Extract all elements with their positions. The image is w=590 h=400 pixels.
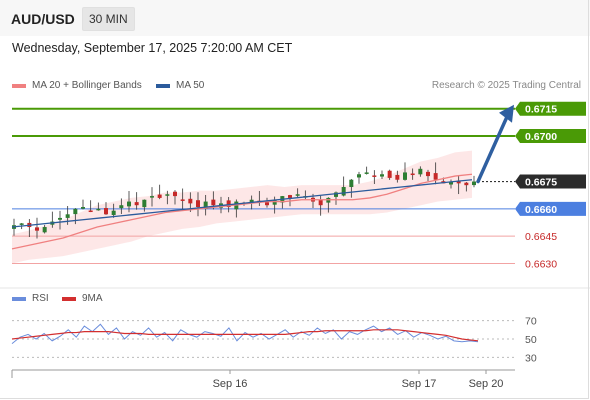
candle-body: [65, 214, 70, 218]
rsi-tick-label: 30: [525, 352, 537, 364]
candle-body: [456, 180, 461, 184]
ma50-line: [11, 179, 473, 228]
candle-body: [19, 223, 24, 225]
candle-body: [403, 172, 407, 180]
price-tag-0.6660: [515, 201, 586, 216]
candle-body: [119, 205, 124, 209]
candle-body: [111, 210, 116, 216]
candle-body: [188, 198, 193, 204]
candle-body: [203, 201, 208, 209]
forecast-arrow-head: [499, 104, 514, 123]
candle-body: [249, 199, 254, 203]
candle-body: [196, 200, 200, 208]
legend-rsi-ma-label: 9MA: [82, 293, 103, 304]
candle-body: [357, 174, 361, 178]
price-label-0.6700: 0.6700: [525, 131, 557, 143]
price-tag-0.6715: [515, 101, 586, 116]
legend-ma20-label: MA 20 + Bollinger Bands: [32, 80, 142, 91]
candle-body: [472, 181, 476, 186]
candle-body: [395, 174, 400, 180]
candle-body: [318, 199, 323, 206]
candle-body: [272, 199, 277, 205]
candle-body: [288, 195, 292, 198]
candle-body: [134, 202, 139, 206]
candle-body: [127, 201, 131, 207]
candle-body: [104, 208, 108, 215]
rsi-tick-label: 50: [525, 334, 537, 346]
candle-body: [142, 199, 147, 208]
candle-body: [211, 199, 216, 206]
forecast-arrow-shaft: [476, 114, 509, 184]
candle-body: [433, 173, 438, 180]
candle-body: [81, 207, 85, 209]
price-label-0.6630: 0.6630: [525, 258, 557, 270]
price-label-0.6675: 0.6675: [525, 177, 557, 189]
price-tag-0.6675: [515, 174, 586, 189]
candle-body: [173, 191, 177, 197]
legend-ma20: MA 20 + Bollinger Bands: [12, 80, 142, 91]
candle-body: [449, 181, 453, 185]
price-label-0.6645: 0.6645: [525, 231, 557, 243]
candle-body: [334, 192, 338, 197]
x-axis-label: Sep 20: [469, 378, 504, 390]
price-label-0.6715: 0.6715: [525, 104, 557, 116]
bollinger-band-area: [12, 150, 472, 264]
candle-body: [387, 170, 392, 178]
candle-body: [88, 210, 93, 213]
candle-body: [180, 199, 185, 201]
x-axis-label: Sep 16: [213, 378, 248, 390]
legend-rsi-swatch: [12, 296, 26, 301]
candle-body: [364, 172, 369, 174]
candle-body: [157, 194, 162, 198]
candle-body: [58, 217, 62, 220]
ma20-line: [11, 173, 473, 250]
candle-body: [349, 179, 354, 188]
chart-datetime: Wednesday, September 17, 2025 7:20:00 AM…: [12, 41, 293, 55]
legend-ma50-label: MA 50: [176, 80, 205, 91]
candle-body: [380, 174, 384, 177]
candle-body: [150, 196, 154, 198]
price-tag-0.6700: [515, 129, 586, 144]
candle-body: [265, 202, 269, 206]
rsi-ma-line: [11, 329, 479, 342]
candle-body: [410, 173, 415, 176]
candle-body: [35, 227, 39, 231]
legend-rsi-label: RSI: [32, 293, 49, 304]
candle-body: [73, 208, 78, 215]
candle-body: [372, 175, 377, 177]
price-label-0.6660: 0.6660: [525, 204, 557, 216]
legend-rsi-ma: 9MA: [62, 293, 103, 304]
rsi-tick-label: 70: [525, 316, 537, 328]
pair-title: AUD/USD: [11, 11, 75, 27]
legend-ma20-swatch: [12, 83, 26, 88]
candle-body: [96, 208, 101, 211]
legend-ma50-swatch: [156, 83, 170, 88]
candle-body: [42, 227, 47, 233]
credit-text: Research © 2025 Trading Central: [431, 80, 581, 91]
legend-rsi-ma-swatch: [62, 296, 76, 301]
candle-body: [341, 187, 346, 196]
candle-body: [464, 182, 469, 186]
x-axis-label: Sep 17: [402, 378, 437, 390]
legend-ma50: MA 50: [156, 80, 204, 91]
candle-body: [426, 171, 430, 177]
candle-body: [226, 200, 231, 208]
candle-body: [418, 168, 423, 175]
candle-body: [295, 194, 300, 196]
rsi-line: [11, 323, 479, 344]
candle-body: [165, 194, 170, 196]
legend-rsi: RSI: [12, 293, 49, 304]
timeframe-button[interactable]: 30 MIN: [82, 7, 135, 31]
